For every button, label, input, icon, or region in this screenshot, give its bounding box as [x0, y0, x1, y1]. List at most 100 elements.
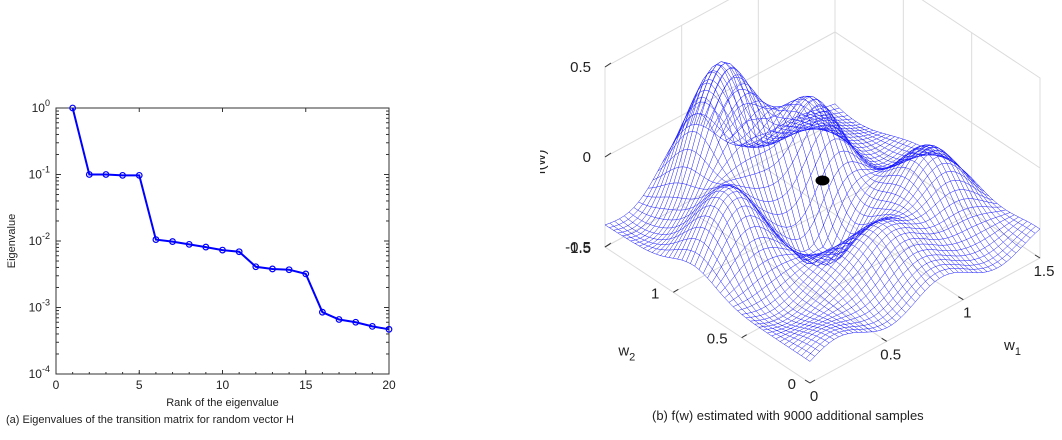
data-point	[119, 171, 126, 179]
eigenvalue-chart-svg: 0 5 10 15 20 100 10-1 10-2 10-3 10-4 Rank of the e…	[6, 98, 396, 409]
z-tick	[604, 62, 612, 68]
mesh-line-w1	[710, 83, 916, 302]
x-tick-label: 5	[136, 378, 143, 392]
data-point	[202, 243, 210, 251]
data-point	[169, 238, 176, 245]
z-axis-label: f(w)	[540, 150, 549, 175]
mesh-line-w1	[700, 67, 906, 313]
x-tick-label: 10	[216, 378, 230, 392]
x-axis-label: Rank of the eigenvalue	[166, 397, 279, 409]
data-point	[368, 322, 376, 330]
w2-tick	[673, 288, 679, 293]
mesh-line-w1	[830, 105, 1036, 234]
data-point	[185, 240, 193, 248]
w1-tick-label: 1	[963, 305, 971, 322]
w1-tick-label: 0	[810, 388, 818, 405]
mesh-line-w1	[806, 112, 1012, 258]
mesh-line-w2	[801, 223, 1032, 356]
mesh-line-w1	[801, 114, 1007, 262]
data-point	[335, 316, 343, 323]
y-tick-label: 10-2	[29, 231, 50, 248]
mesh-line-w2	[788, 216, 1019, 348]
data-point	[235, 248, 243, 256]
data-point	[85, 171, 93, 178]
mesh-line-w1	[820, 108, 1026, 244]
mesh-line-w2	[622, 79, 853, 236]
z-tick	[604, 152, 612, 158]
mesh-line-w1	[834, 103, 1041, 230]
w1-tick	[1034, 254, 1041, 259]
w1-tick	[958, 296, 964, 301]
mesh-line-w2	[651, 88, 883, 253]
mesh-line-w2	[681, 125, 913, 261]
mesh-line-w2	[609, 107, 840, 228]
data-point	[252, 263, 260, 271]
plot-frame	[55, 107, 390, 375]
y-tick-label: 10-1	[29, 165, 50, 182]
w2-tick-label: 1	[651, 285, 659, 302]
back-wall	[604, 0, 836, 248]
w2-tick-label: 0	[788, 376, 796, 393]
y-tick-label: 100	[32, 98, 50, 115]
w2-tick	[809, 379, 816, 384]
grid-line	[741, 212, 972, 339]
grid-line	[681, 204, 887, 342]
grid-line	[604, 31, 1041, 169]
mesh-line-w2	[626, 70, 857, 239]
mesh-line-w2	[784, 214, 1015, 345]
y-tick-label: 10-3	[29, 298, 50, 315]
axes-box	[604, 0, 1041, 384]
data-point	[219, 246, 226, 254]
mesh-line-w2	[613, 101, 844, 231]
sample-marker	[815, 175, 830, 186]
surface-mesh	[604, 61, 1041, 362]
data-point	[385, 325, 393, 333]
mesh-line-w1	[810, 111, 1017, 254]
x-tick-label: 15	[299, 378, 313, 392]
data-point	[269, 265, 276, 273]
mesh-line-w2	[604, 103, 836, 226]
data-point	[302, 270, 310, 278]
w2-tick	[604, 243, 611, 248]
w1-tick-label: 1.5	[1034, 263, 1055, 280]
surface-chart-svg: -0.5 0 0.5 f(w) 0 0.5 1 1.5 w1 0 0.5 1 1.5 w2	[532, 0, 1055, 405]
mesh-line-w1	[662, 131, 868, 333]
y-tick-label: 10-4	[29, 364, 50, 381]
data-point	[135, 171, 143, 179]
mesh-line-w1	[782, 124, 988, 272]
mesh-line-w2	[617, 89, 848, 234]
mesh-line-w1	[681, 71, 887, 328]
data-point	[319, 308, 326, 316]
mesh-line-w2	[639, 62, 870, 247]
mesh-line-w2	[750, 162, 981, 322]
mesh-line-w1	[825, 106, 1031, 239]
x-tick-label: 0	[53, 378, 60, 392]
w1-tick-label: 0.5	[880, 346, 901, 363]
z-tick-label: -0.5	[565, 239, 591, 256]
data-point	[69, 104, 77, 112]
mesh-line-w2	[630, 64, 861, 242]
back-wall	[834, 0, 1041, 259]
x-tick-label: 20	[382, 378, 396, 392]
y-axis-label: Eigenvalue	[6, 214, 18, 268]
data-point	[152, 236, 160, 243]
data-point	[352, 318, 360, 326]
mesh-line-w1	[633, 196, 839, 338]
w1-tick	[804, 379, 811, 384]
z-tick-label: 0	[583, 149, 591, 166]
w2-axis-label: w2	[617, 343, 635, 364]
data-point	[102, 171, 110, 178]
caption-a: (a) Eigenvalues of the transition matrix…	[6, 414, 294, 426]
w2-tick-label: 0.5	[707, 331, 728, 348]
eigenvalue-plot: 0 5 10 15 20 100 10-1 10-2 10-3 10-4 Rank of the e…	[0, 0, 420, 435]
grid-line	[673, 166, 904, 293]
z-tick-label: 0.5	[570, 59, 591, 76]
w1-tick	[881, 337, 887, 342]
caption-b: (b) f(w) estimated with 9000 additional …	[652, 408, 924, 423]
data-point	[285, 266, 293, 274]
surface-plot: -0.5 0 0.5 f(w) 0 0.5 1 1.5 w1 0 0.5 1 1.5 w2	[532, 0, 1062, 435]
mesh-line-w2	[634, 61, 865, 244]
w1-axis-label: w1	[1003, 337, 1021, 358]
w2-tick-label: 1.5	[570, 240, 591, 257]
w2-tick	[741, 334, 747, 339]
